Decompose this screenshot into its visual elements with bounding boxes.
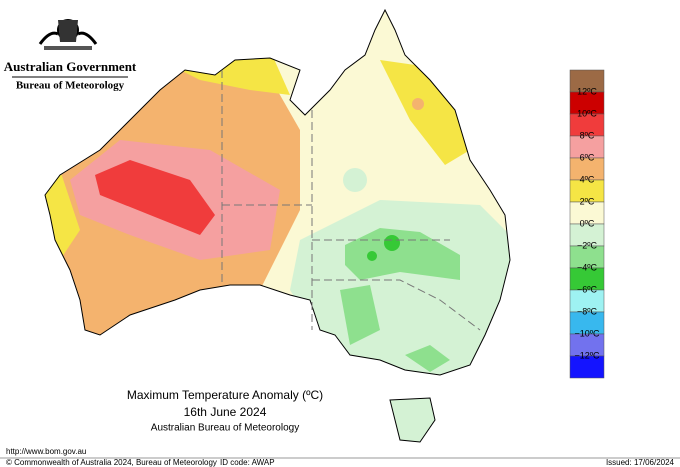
- footer-id: ID code: AWAP: [220, 458, 275, 467]
- header-bureau: Bureau of Meteorology: [16, 80, 125, 92]
- legend-label: 12ºC: [577, 86, 597, 96]
- legend-label: −8ºC: [577, 306, 598, 316]
- coastline: [44, 8, 511, 443]
- footer-url: http://www.bom.gov.au: [6, 447, 86, 456]
- legend: 12ºC 10ºC 8ºC 6ºC 4ºC 2ºC 0ºC −2ºC −4ºC −6ºC −8ºC −…: [569, 69, 605, 379]
- coat-of-arms: [38, 19, 98, 50]
- legend-label: 2ºC: [580, 196, 595, 206]
- footer-issued: Issued: 17/06/2024: [606, 458, 675, 467]
- legend-label: −10ºC: [574, 328, 600, 338]
- legend-label: −6ºC: [577, 284, 598, 294]
- map-date: 16th June 2024: [184, 405, 267, 419]
- legend-label: 10ºC: [577, 108, 597, 118]
- legend-label: 8ºC: [580, 130, 595, 140]
- state-borders: [221, 70, 481, 331]
- legend-swatch: [569, 355, 605, 379]
- legend-label: 4ºC: [580, 174, 595, 184]
- legend-label: −12ºC: [574, 350, 600, 360]
- header-government: Australian Government: [4, 59, 137, 74]
- legend-label: −4ºC: [577, 262, 598, 272]
- map-source: Australian Bureau of Meteorology: [151, 423, 299, 434]
- footer-copyright: © Commonwealth of Australia 2024, Bureau…: [6, 458, 217, 467]
- legend-label: 0ºC: [580, 218, 595, 228]
- map-title: Maximum Temperature Anomaly (ºC): [127, 388, 323, 402]
- legend-label: 6ºC: [580, 152, 595, 162]
- legend-label: −2ºC: [577, 240, 598, 250]
